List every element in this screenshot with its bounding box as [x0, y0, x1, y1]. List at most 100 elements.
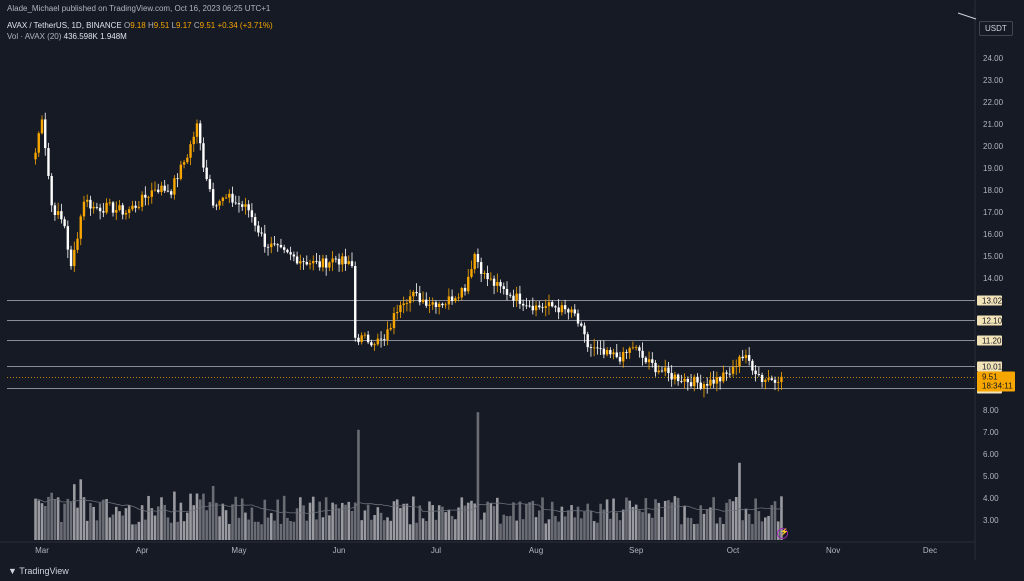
- volume-bar: [621, 509, 625, 540]
- volume-bar: [686, 517, 690, 540]
- candle-body: [615, 352, 618, 358]
- volume-bar: [479, 519, 483, 540]
- volume-bar: [166, 517, 170, 540]
- candle-body: [521, 303, 525, 306]
- volume-bar: [644, 498, 648, 540]
- volume-bar: [579, 518, 583, 540]
- volume-bar: [195, 493, 199, 540]
- volume-bar: [282, 495, 286, 540]
- volume-bar: [412, 496, 415, 540]
- volume-bar: [492, 506, 496, 540]
- symbol-label[interactable]: AVAX / TetherUS, 1D, BINANCE: [7, 21, 122, 30]
- candle-body: [780, 376, 783, 383]
- volume-bar: [496, 497, 499, 540]
- volume-bar: [111, 514, 115, 540]
- volume-bar: [273, 520, 276, 540]
- candle-body: [418, 293, 422, 303]
- volume-bar: [751, 524, 754, 540]
- volume-bar: [85, 520, 89, 540]
- price-tick-label: 19.00: [983, 164, 1004, 173]
- volume-bar: [269, 513, 273, 540]
- volume-label[interactable]: Vol · AVAX (20): [7, 32, 62, 41]
- volume-bar: [218, 516, 221, 540]
- volume-bar: [318, 501, 322, 540]
- volume-bar: [618, 520, 622, 540]
- change-value: +0.34 (+3.71%): [217, 21, 273, 30]
- volume-bar: [95, 520, 99, 540]
- candle-body: [63, 219, 66, 227]
- candle-body: [134, 205, 137, 208]
- volume-bar: [502, 514, 506, 540]
- volume-bar: [670, 502, 673, 540]
- volume-bar: [444, 512, 447, 540]
- volume-bar: [137, 521, 141, 540]
- candle-body: [121, 205, 124, 215]
- lightning-icon[interactable]: ⚡: [777, 528, 789, 539]
- volume-bar: [431, 505, 435, 540]
- candle-body: [86, 199, 89, 202]
- volume-bar: [221, 503, 225, 540]
- candle-body: [118, 205, 121, 210]
- volume-bar: [554, 516, 557, 540]
- volume-bar: [731, 501, 735, 540]
- volume-bar: [227, 523, 231, 540]
- volume-bar: [124, 508, 128, 540]
- candle-body: [476, 254, 480, 263]
- candle-body: [176, 178, 179, 180]
- price-tick-label: 22.00: [983, 98, 1004, 107]
- candle-body: [483, 272, 486, 274]
- volume-bar: [76, 507, 79, 540]
- candle-body: [270, 243, 273, 248]
- volume-bar: [557, 521, 560, 540]
- candle-body: [47, 148, 50, 176]
- volume-bar: [560, 506, 564, 540]
- candle-body: [489, 278, 493, 280]
- tradingview-logo[interactable]: ▼ TradingView: [8, 566, 69, 576]
- candle-body: [344, 256, 347, 264]
- currency-button[interactable]: USDT: [979, 21, 1013, 36]
- candle-body: [625, 352, 628, 353]
- countdown-label: 18:34:11: [982, 382, 1013, 391]
- volume-bar: [399, 507, 402, 540]
- tradingview-logo-icon: ▼: [8, 566, 17, 576]
- candle-body: [366, 334, 370, 343]
- volume-bar: [705, 509, 709, 540]
- candle-body: [718, 377, 722, 382]
- time-tick-label: Jul: [431, 546, 441, 555]
- candle-body: [273, 243, 276, 245]
- candle-body: [276, 244, 279, 246]
- candle-body: [157, 189, 160, 193]
- volume-bar: [537, 510, 541, 540]
- candle-body: [147, 196, 150, 198]
- volume-bar: [198, 499, 202, 540]
- volume-bar: [454, 519, 457, 540]
- volume-bar: [744, 508, 748, 540]
- volume-bar: [402, 503, 405, 540]
- volume-bar: [780, 496, 783, 540]
- volume-bar: [69, 502, 73, 540]
- open-value: 9.18: [130, 21, 146, 30]
- volume-bar: [357, 429, 360, 540]
- volume-bar: [767, 515, 770, 540]
- candle-body: [396, 312, 399, 314]
- volume-bar: [350, 510, 354, 540]
- candle-body: [596, 347, 599, 349]
- candle-body: [457, 297, 460, 299]
- candle-body: [705, 384, 709, 386]
- candle-body: [751, 360, 754, 371]
- time-tick-label: Aug: [529, 546, 543, 555]
- candle-body: [454, 298, 457, 302]
- candle-body: [415, 291, 418, 294]
- price-tick-label: 17.00: [983, 208, 1004, 217]
- volume-bar: [186, 512, 189, 540]
- volume-bar: [179, 502, 183, 540]
- volume-bar: [334, 504, 338, 540]
- volume-bar: [311, 496, 315, 540]
- candle-body: [105, 202, 108, 213]
- volume-bar: [34, 498, 37, 540]
- volume-bar: [541, 497, 544, 540]
- volume-bar: [505, 516, 509, 540]
- candle-body: [770, 378, 773, 380]
